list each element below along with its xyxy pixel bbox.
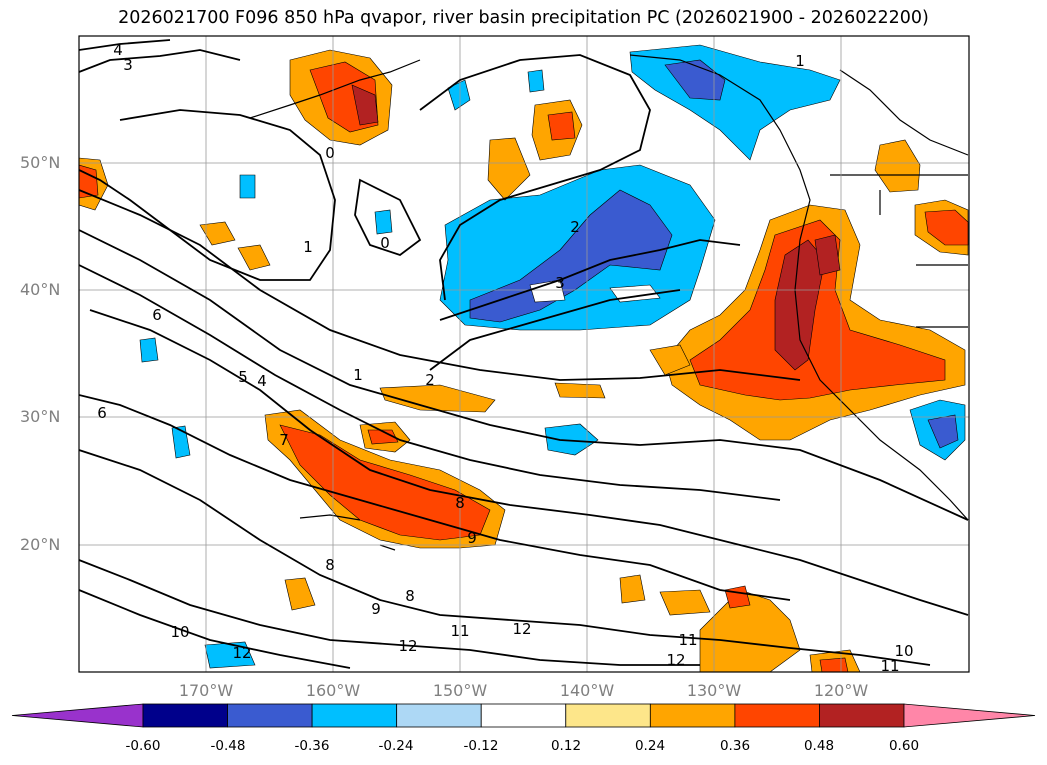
colorbar-tick-label: -0.60 [125, 738, 161, 754]
contour-label: 4 [113, 41, 123, 59]
contour-label: 2 [425, 371, 435, 389]
contour-label: 11 [450, 622, 469, 640]
contour-label: 3 [555, 274, 565, 292]
contour-label: 8 [455, 494, 465, 512]
contour-label: 0 [380, 234, 390, 252]
contour-label: 9 [371, 600, 381, 618]
lon-label-150w: 150°W [432, 681, 488, 700]
lon-label-120w: 120°W [813, 681, 869, 700]
contour-label: 6 [97, 404, 107, 422]
colorbar-tick-label: -0.24 [378, 738, 414, 754]
contour-label: 1 [303, 238, 313, 256]
lat-label-30n: 30°N [20, 407, 61, 426]
coastlines [249, 54, 969, 551]
lat-label-40n: 40°N [20, 280, 61, 299]
contour-label: 12 [666, 651, 685, 669]
contour-label: 2 [570, 218, 580, 236]
lat-label-50n: 50°N [20, 153, 61, 172]
contour-label: 0 [325, 144, 335, 162]
colorbar-tick-label: 0.48 [803, 738, 835, 754]
lon-label-130w: 130°W [686, 681, 742, 700]
lat-label-20n: 20°N [20, 535, 61, 554]
contour-label: 4 [257, 372, 267, 390]
map-title: 2026021700 F096 850 hPa qvapor, river ba… [118, 8, 929, 28]
map-frame [78, 35, 970, 673]
contour-label: 1 [353, 366, 363, 384]
contour-label: 12 [398, 637, 417, 655]
contour-label: 11 [678, 631, 697, 649]
graticule [79, 36, 969, 672]
contour-label: 9 [467, 529, 477, 547]
lon-label-140w: 140°W [559, 681, 615, 700]
colorbar-tick-label: 0.36 [719, 738, 751, 754]
contour-label: 1 [795, 52, 805, 70]
contour-label: 6 [152, 306, 162, 324]
contour-label-group: 4 3 1 0 1 0 2 3 6 5 4 1 2 6 7 8 9 8 9 8 … [97, 41, 913, 675]
contour-label: 8 [405, 587, 415, 605]
contour-label: 10 [894, 642, 913, 660]
contour-label: 7 [279, 431, 289, 449]
precipitation-fill [79, 44, 969, 672]
contour-label: 12 [512, 620, 531, 638]
colorbar-tick-label: 0.12 [550, 738, 582, 754]
lon-label-170w: 170°W [178, 681, 234, 700]
colorbar-tick-label: 0.24 [634, 738, 666, 754]
contour-label: 3 [123, 56, 133, 74]
colorbar-tick-label: 0.60 [888, 738, 920, 754]
contour-label: 10 [170, 623, 189, 641]
lon-label-160w: 160°W [305, 681, 361, 700]
colorbar-tick-label: -0.48 [210, 738, 246, 754]
colorbar-tick-label: -0.36 [294, 738, 330, 754]
contour-label: 8 [325, 556, 335, 574]
colorbar-tick-label: -0.12 [463, 738, 499, 754]
qvapor-contours [79, 39, 969, 669]
contour-label: 12 [232, 644, 251, 662]
contour-label: 11 [880, 657, 899, 675]
contour-label: 5 [238, 368, 248, 386]
